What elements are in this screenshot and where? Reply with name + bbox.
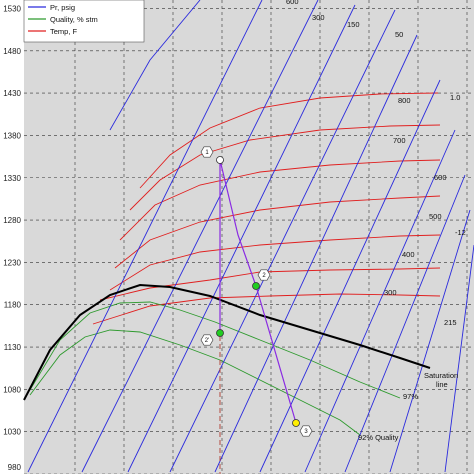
pressure-line [109, 0, 201, 131]
quality-line [29, 301, 401, 399]
state-point-marker [299, 425, 313, 437]
pressure-lines [27, 0, 474, 473]
process-path [219, 159, 297, 474]
state-point-marker [257, 269, 271, 281]
saturation-label: line [436, 380, 448, 389]
temperature-line [114, 195, 441, 269]
legend-label: Temp, F [50, 27, 78, 36]
y-tick-label: 1230 [3, 258, 21, 267]
saturation-line [23, 283, 431, 401]
temperature-line [129, 124, 441, 211]
pressure-line [259, 79, 441, 473]
state-point [252, 282, 260, 290]
y-tick-label: 1380 [3, 131, 21, 140]
temperature-line [109, 234, 441, 291]
pressure-label: 150 [347, 20, 360, 29]
temperature-label: 800 [398, 96, 411, 105]
y-tick-label: 980 [8, 463, 22, 472]
temperature-label: 400 [402, 250, 415, 259]
state-point-label: 3 [304, 429, 308, 435]
temperature-lines [92, 92, 441, 325]
y-tick-label: 1180 [4, 301, 22, 310]
temperature-label: 215 [444, 318, 457, 327]
state-point-label: 2 [262, 273, 266, 279]
pressure-line [344, 174, 466, 473]
pressure-line [127, 4, 356, 473]
state-point-marker [200, 146, 214, 158]
saturation-label: Saturation [424, 371, 458, 380]
temperature-line [119, 159, 441, 241]
pressure-line [304, 129, 456, 473]
pressure-line [444, 244, 474, 473]
pressure-line [389, 209, 471, 473]
y-tick-label: 1080 [3, 385, 21, 394]
pressure-line [81, 0, 319, 473]
temperature-label: 500 [429, 212, 442, 221]
y-tick-label: 1530 [3, 4, 21, 13]
state-point-marker [200, 334, 214, 346]
temperature-line [139, 92, 439, 189]
legend: Pr, psig Quality, % stm Temp, F [23, 0, 145, 43]
pressure-line [169, 9, 396, 473]
temperature-label: 600 [434, 173, 447, 182]
y-tick-label: 1480 [3, 47, 21, 56]
state-points: 1 2 2' 3 [200, 146, 313, 437]
pressure-label: 600 [286, 0, 299, 6]
pressure-line [214, 34, 418, 473]
state-point-label: 1 [205, 150, 209, 156]
temperature-line [92, 293, 441, 325]
legend-box [23, 0, 145, 43]
process-line [219, 159, 297, 424]
legend-label: Pr, psig [50, 3, 75, 12]
state-point-label: 2' [205, 338, 209, 344]
y-tick-label: 1430 [3, 89, 21, 98]
temperature-label: 300 [384, 288, 397, 297]
state-point [216, 329, 224, 337]
temperature-label: 700 [393, 136, 406, 145]
saturation-curve [23, 283, 431, 401]
y-tick-label: 1030 [3, 428, 21, 437]
y-tick-label: 1130 [4, 343, 22, 352]
y-tick-label: 1330 [3, 174, 21, 183]
quality-lines [29, 301, 401, 436]
quality-line [29, 329, 361, 436]
y-axis-ticks: 980 1030 1080 1130 1180 1230 1280 1330 1380 1430 1… [3, 4, 21, 472]
state-point [292, 419, 300, 427]
pressure-label: 50 [395, 30, 403, 39]
pressure-line [27, 0, 263, 473]
state-point [216, 156, 224, 164]
plot-background [24, 0, 474, 474]
pressure-label: -12 [455, 228, 466, 237]
pressure-label: 300 [312, 13, 325, 22]
y-tick-label: 1280 [3, 216, 21, 225]
pressure-label: 1.0 [450, 93, 460, 102]
quality-label: 92% Quality [358, 433, 399, 442]
legend-label: Quality, % stm [50, 15, 98, 24]
curve-labels: 600 300 150 50 1.0 -12 800 700 600 500 400 300 215 97… [286, 0, 466, 442]
quality-label: 97% [403, 392, 418, 401]
